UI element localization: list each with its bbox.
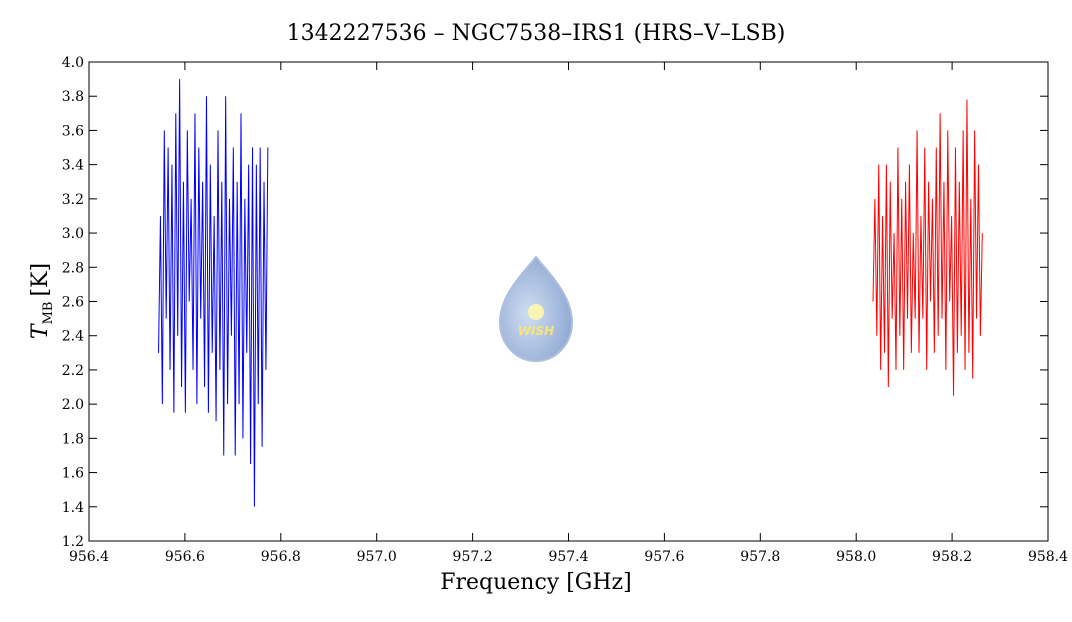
spectrum-line <box>872 99 983 396</box>
spectrum-line <box>158 79 269 507</box>
y-tick-label: 3.0 <box>62 226 84 242</box>
x-tick-label: 957.0 <box>357 549 397 565</box>
y-axis-label-main: T <box>28 322 53 339</box>
x-tick-label: 957.4 <box>548 549 588 565</box>
y-tick-label: 2.8 <box>62 260 84 276</box>
x-tick-label: 957.2 <box>453 549 493 565</box>
x-axis-label: Frequency [GHz] <box>440 570 632 595</box>
x-tick-label: 957.8 <box>740 549 780 565</box>
y-tick-label: 3.2 <box>62 192 84 208</box>
y-tick-label: 1.6 <box>62 466 84 482</box>
x-tick-label: 956.8 <box>261 549 301 565</box>
y-tick-label: 3.4 <box>62 158 84 174</box>
x-tick-label: 958.2 <box>932 549 972 565</box>
y-tick-label: 1.2 <box>62 534 84 550</box>
y-axis-label: TMB [K] <box>28 263 56 339</box>
x-tick-label: 956.4 <box>69 549 109 565</box>
y-tick-label: 3.8 <box>62 89 84 105</box>
y-tick-label: 2.2 <box>62 363 84 379</box>
y-tick-label: 3.6 <box>62 123 84 139</box>
x-tick-label: 956.6 <box>165 549 205 565</box>
y-tick-label: 1.8 <box>62 431 84 447</box>
logo-text: WISH <box>518 324 554 338</box>
x-tick-label: 958.0 <box>836 549 876 565</box>
logo: WISH <box>498 255 574 363</box>
y-tick-label: 2.6 <box>62 295 84 311</box>
y-tick-label: 2.0 <box>62 397 84 413</box>
y-axis-label-unit: [K] <box>28 263 53 297</box>
y-axis-label-sub: MB <box>41 302 56 325</box>
y-tick-label: 4.0 <box>62 55 84 71</box>
y-tick-label: 1.4 <box>62 500 84 516</box>
x-tick-label: 958.4 <box>1028 549 1068 565</box>
chart-title: 1342227536 – NGC7538–IRS1 (HRS–V–LSB) <box>287 21 786 46</box>
x-tick-label: 957.6 <box>644 549 684 565</box>
y-tick-label: 2.4 <box>62 329 84 345</box>
